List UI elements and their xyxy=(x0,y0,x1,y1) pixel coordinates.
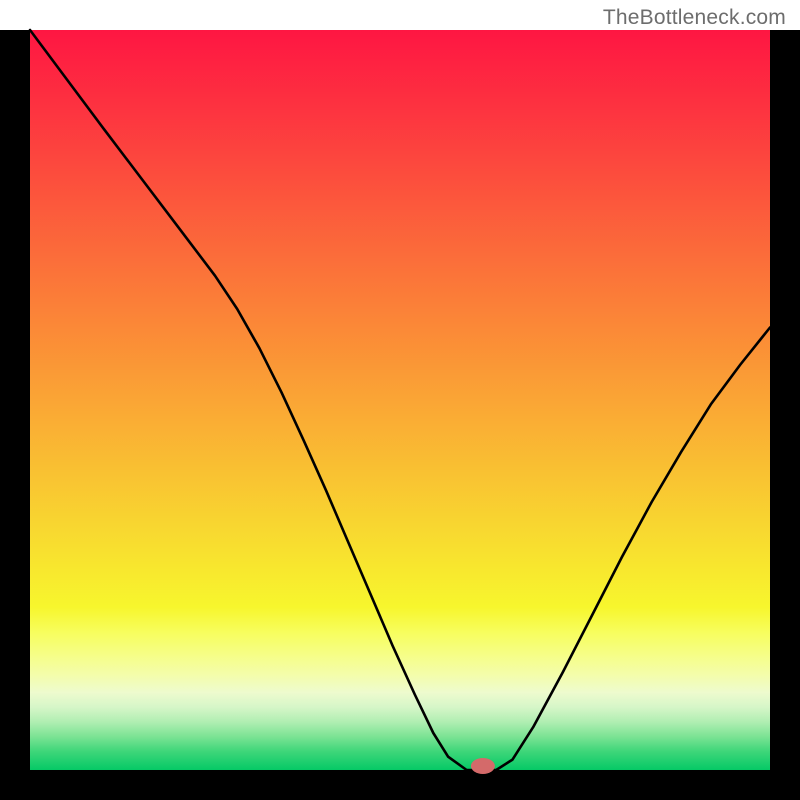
watermark-text: TheBottleneck.com xyxy=(603,6,786,30)
frame-bottom xyxy=(0,770,800,800)
bottleneck-chart xyxy=(0,0,800,800)
optimum-marker xyxy=(471,758,495,774)
frame-right xyxy=(770,30,800,800)
frame-left xyxy=(0,30,30,800)
